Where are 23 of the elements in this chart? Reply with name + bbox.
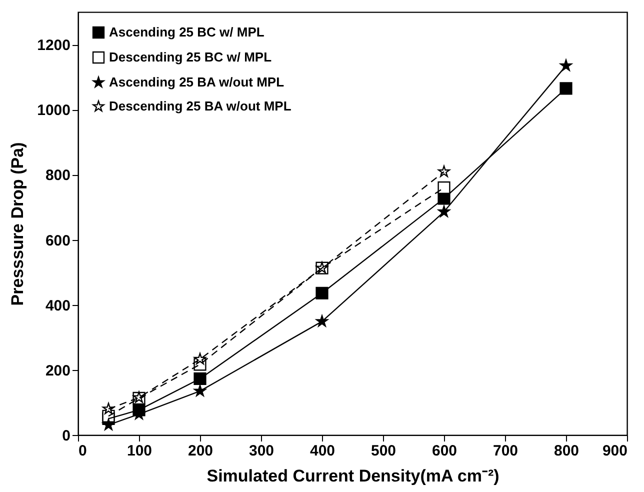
legend-label: Ascending 25 BA w/out MPL	[109, 74, 284, 90]
y-tick-label: 800	[45, 167, 70, 184]
x-tick-label: 600	[432, 442, 458, 460]
x-axis-title: Simulated Current Density(mA cm⁻²)	[206, 466, 500, 486]
y-tick-label: 600	[45, 232, 70, 250]
y-tick-label: 400	[45, 297, 70, 314]
x-tick-label: 300	[248, 442, 274, 460]
x-tick-label: 100	[126, 442, 152, 460]
legend-label: Ascending 25 BC w/ MPL	[109, 24, 264, 40]
x-tick-label: 900	[602, 442, 628, 460]
y-tick-label: 200	[45, 362, 70, 380]
x-tick-label: 500	[370, 442, 396, 460]
y-tick-label: 1200	[37, 37, 70, 54]
y-tick-label: 0	[62, 428, 70, 444]
x-tick-label: 200	[188, 442, 214, 460]
x-tick-label: 700	[492, 442, 518, 460]
y-tick-label: 1000	[37, 102, 70, 120]
x-tick-label: 0	[78, 442, 87, 460]
legend-label: Descending 25 BC w/ MPL	[109, 50, 272, 64]
y-axis-title: Presssure Drop (Pa)	[8, 142, 28, 306]
x-tick-label: 400	[310, 442, 336, 460]
x-tick-label: 800	[554, 442, 580, 460]
legend-label: Descending 25 BA w/out MPL	[109, 98, 292, 114]
